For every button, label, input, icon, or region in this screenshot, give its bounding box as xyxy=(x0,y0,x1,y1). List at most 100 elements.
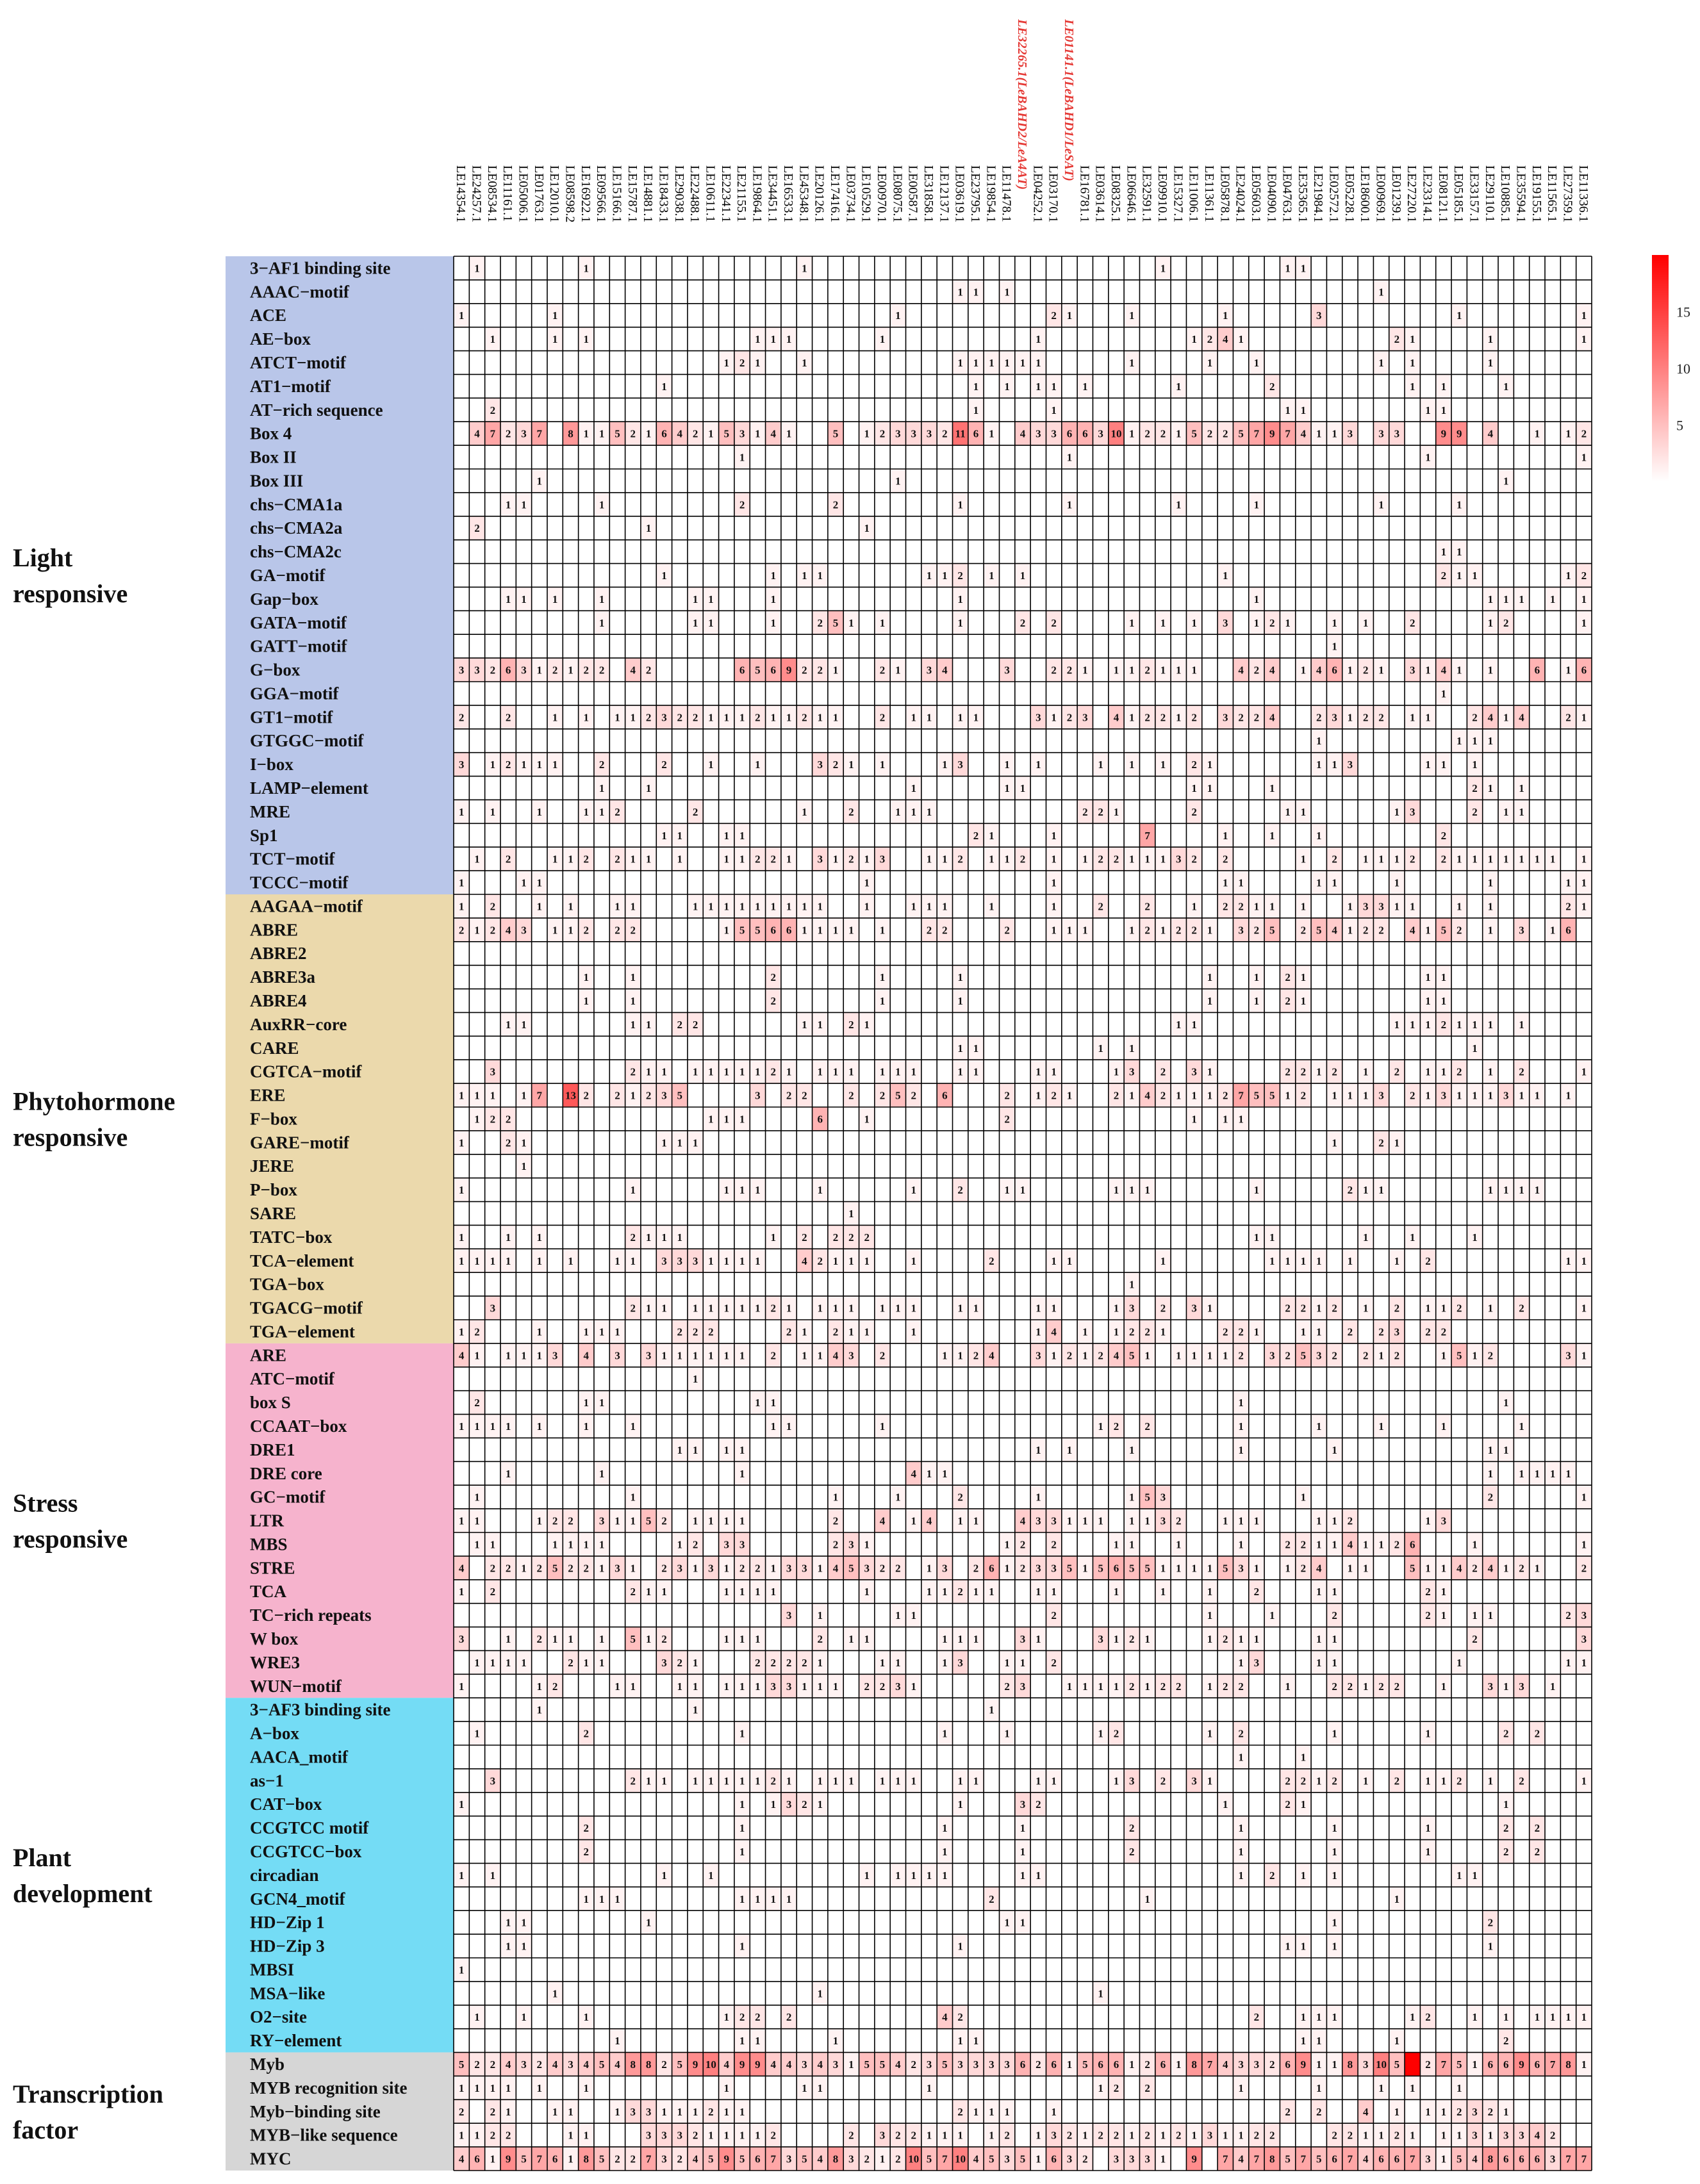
row-label: I−box xyxy=(250,755,293,774)
cell-value: 6 xyxy=(1160,2058,1166,2071)
cell-value: 1 xyxy=(584,428,590,440)
cell-value: 1 xyxy=(537,877,543,889)
heatmap-cell xyxy=(1576,422,1592,446)
heatmap-cell xyxy=(999,374,1015,398)
cell-value: 1 xyxy=(1488,357,1494,369)
cell-value: 2 xyxy=(631,1302,636,1315)
cell-value: 1 xyxy=(1160,2130,1166,2142)
column-label: LE11478.1 xyxy=(1000,165,1014,222)
cell-value: 1 xyxy=(1238,1538,1244,1550)
cell-value: 1 xyxy=(1441,1302,1447,1315)
heatmap-cell xyxy=(859,871,875,894)
cell-value: 1 xyxy=(1472,1869,1478,1882)
cell-value: 1 xyxy=(1176,711,1182,723)
cell-value: 4 xyxy=(1223,2058,1228,2071)
heatmap-cell xyxy=(999,658,1015,682)
cell-value: 5 xyxy=(646,1515,652,1527)
cell-value: 1 xyxy=(1176,1349,1182,1361)
column-label: LE12137.1 xyxy=(937,165,951,222)
heatmap-cell xyxy=(484,1083,500,1107)
cell-value: 1 xyxy=(927,711,932,723)
heatmap-cell xyxy=(578,327,594,351)
heatmap-cell xyxy=(500,705,516,729)
cell-value: 2 xyxy=(1425,2058,1431,2071)
cell-value: 2 xyxy=(1238,1728,1244,1740)
heatmap-cell xyxy=(796,563,813,587)
column-label: LE29038.1 xyxy=(672,165,686,222)
cell-value: 1 xyxy=(724,1586,730,1598)
heatmap-cell xyxy=(1326,422,1342,446)
cell-value: 1 xyxy=(724,853,730,866)
heatmap-cell xyxy=(952,611,968,635)
column-label: LE05603.1 xyxy=(1249,165,1263,222)
group-label: Phytohormone responsive xyxy=(13,1087,175,1151)
heatmap-cell xyxy=(1311,728,1327,753)
cell-value: 1 xyxy=(1285,404,1291,416)
legend-tick: 15 xyxy=(1676,304,1690,320)
cell-value: 1 xyxy=(739,1444,745,1456)
cell-value: 3 xyxy=(1129,1066,1135,1078)
heatmap-cell xyxy=(1451,303,1467,327)
cell-value: 1 xyxy=(506,498,511,511)
cell-value: 5 xyxy=(848,1562,854,1574)
heatmap-cell xyxy=(952,1036,968,1060)
cell-value: 1 xyxy=(1535,2011,1540,2023)
cell-value: 5 xyxy=(739,2153,745,2165)
cell-value: 1 xyxy=(848,1208,854,1220)
cell-value: 2 xyxy=(1144,1326,1150,1338)
cell-value: 1 xyxy=(848,924,854,936)
cell-value: 3 xyxy=(1254,1657,1260,1669)
cell-value: 1 xyxy=(708,711,714,723)
cell-value: 4 xyxy=(584,1349,590,1361)
heatmap-cell xyxy=(921,847,937,871)
cell-value: 1 xyxy=(677,830,683,842)
cell-value: 2 xyxy=(880,1562,886,1574)
cell-value: 1 xyxy=(693,1657,698,1669)
heatmap-cell xyxy=(593,800,610,824)
heatmap-cell xyxy=(796,705,813,729)
heatmap-cell xyxy=(812,563,828,587)
cell-value: 7 xyxy=(942,2153,948,2165)
row-label: box S xyxy=(250,1393,291,1412)
cell-value: 2 xyxy=(1114,1728,1119,1740)
heatmap-cell xyxy=(454,917,470,942)
cell-value: 5 xyxy=(1129,1562,1135,1574)
heatmap-cell xyxy=(1233,871,1249,894)
cell-value: 1 xyxy=(1503,853,1509,866)
heatmap-cell xyxy=(1014,563,1031,587)
heatmap-cell xyxy=(1046,398,1062,422)
cell-value: 1 xyxy=(1565,570,1571,582)
heatmap-cell xyxy=(999,776,1015,800)
cell-value: 2 xyxy=(1332,2130,1337,2142)
heatmap-cell xyxy=(780,917,797,942)
column-label: LE00970.1 xyxy=(875,165,889,222)
cell-value: 2 xyxy=(957,1491,963,1504)
cell-value: 6 xyxy=(1098,2058,1103,2071)
heatmap-cell xyxy=(656,422,672,446)
cell-value: 2 xyxy=(584,924,590,936)
cell-value: 1 xyxy=(848,1066,854,1078)
cell-value: 3 xyxy=(1036,1515,1041,1527)
cell-value: 1 xyxy=(693,1680,698,1693)
cell-value: 1 xyxy=(1457,498,1462,511)
cell-value: 2 xyxy=(661,1633,667,1645)
heatmap-cell xyxy=(734,847,750,871)
cell-value: 2 xyxy=(911,2058,916,2071)
cell-value: 1 xyxy=(1144,853,1150,866)
cell-value: 1 xyxy=(552,1987,558,1999)
cell-value: 2 xyxy=(708,1326,714,1338)
heatmap-cell xyxy=(734,658,750,682)
heatmap-cell xyxy=(874,917,891,942)
cell-value: 1 xyxy=(1207,1633,1213,1645)
row-label: TCCC−motif xyxy=(250,873,349,892)
cell-value: 1 xyxy=(1207,1066,1213,1078)
heatmap-cell xyxy=(1046,303,1062,327)
cell-value: 1 xyxy=(802,806,807,818)
cell-value: 3 xyxy=(1004,2058,1010,2071)
cell-value: 4 xyxy=(693,2153,698,2165)
heatmap-cell xyxy=(469,917,485,942)
row-label: RY−element xyxy=(250,2031,342,2050)
cell-value: 1 xyxy=(599,1633,605,1645)
cell-value: 2 xyxy=(1535,1822,1540,1834)
heatmap-cell xyxy=(1046,611,1062,635)
